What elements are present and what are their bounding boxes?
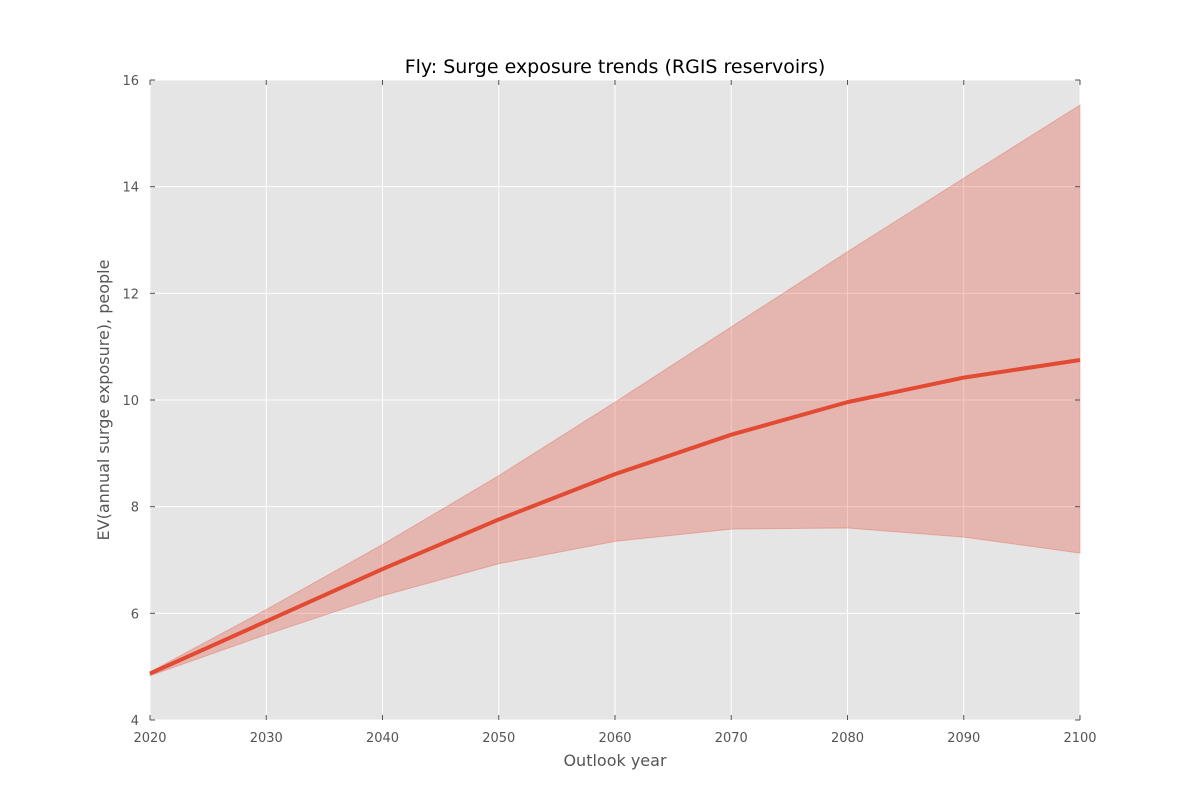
y-tick-label: 4 [131,714,139,729]
x-tick-label: 2100 [1063,731,1096,746]
y-tick-label: 14 [122,181,139,196]
y-tick-label: 6 [131,607,139,622]
y-tick-label: 8 [131,501,139,516]
chart-title: Fly: Surge exposure trends (RGIS reservo… [405,56,826,78]
x-tick-labels: 2020 2030 2040 2050 2060 2070 2080 2090 2100 [133,731,1096,746]
x-tick-label: 2090 [947,731,980,746]
x-tick-label: 2070 [715,731,748,746]
tick-marks [149,79,1081,721]
series-line [149,358,1081,676]
x-axis-label: Outlook year [563,751,667,770]
x-tick-label: 2050 [482,731,515,746]
y-axis-label: EV(annual surge exposure), people [94,260,113,541]
y-tick-labels: 4 6 8 10 12 14 16 [122,74,139,729]
x-tick-label: 2030 [250,731,283,746]
x-tick-label: 2040 [366,731,399,746]
x-tick-label: 2080 [831,731,864,746]
y-tick-label: 16 [122,74,139,89]
x-tick-label: 2060 [598,731,631,746]
y-tick-label: 12 [122,287,139,302]
x-tick-label: 2020 [133,731,166,746]
y-tick-label: 10 [122,394,139,409]
